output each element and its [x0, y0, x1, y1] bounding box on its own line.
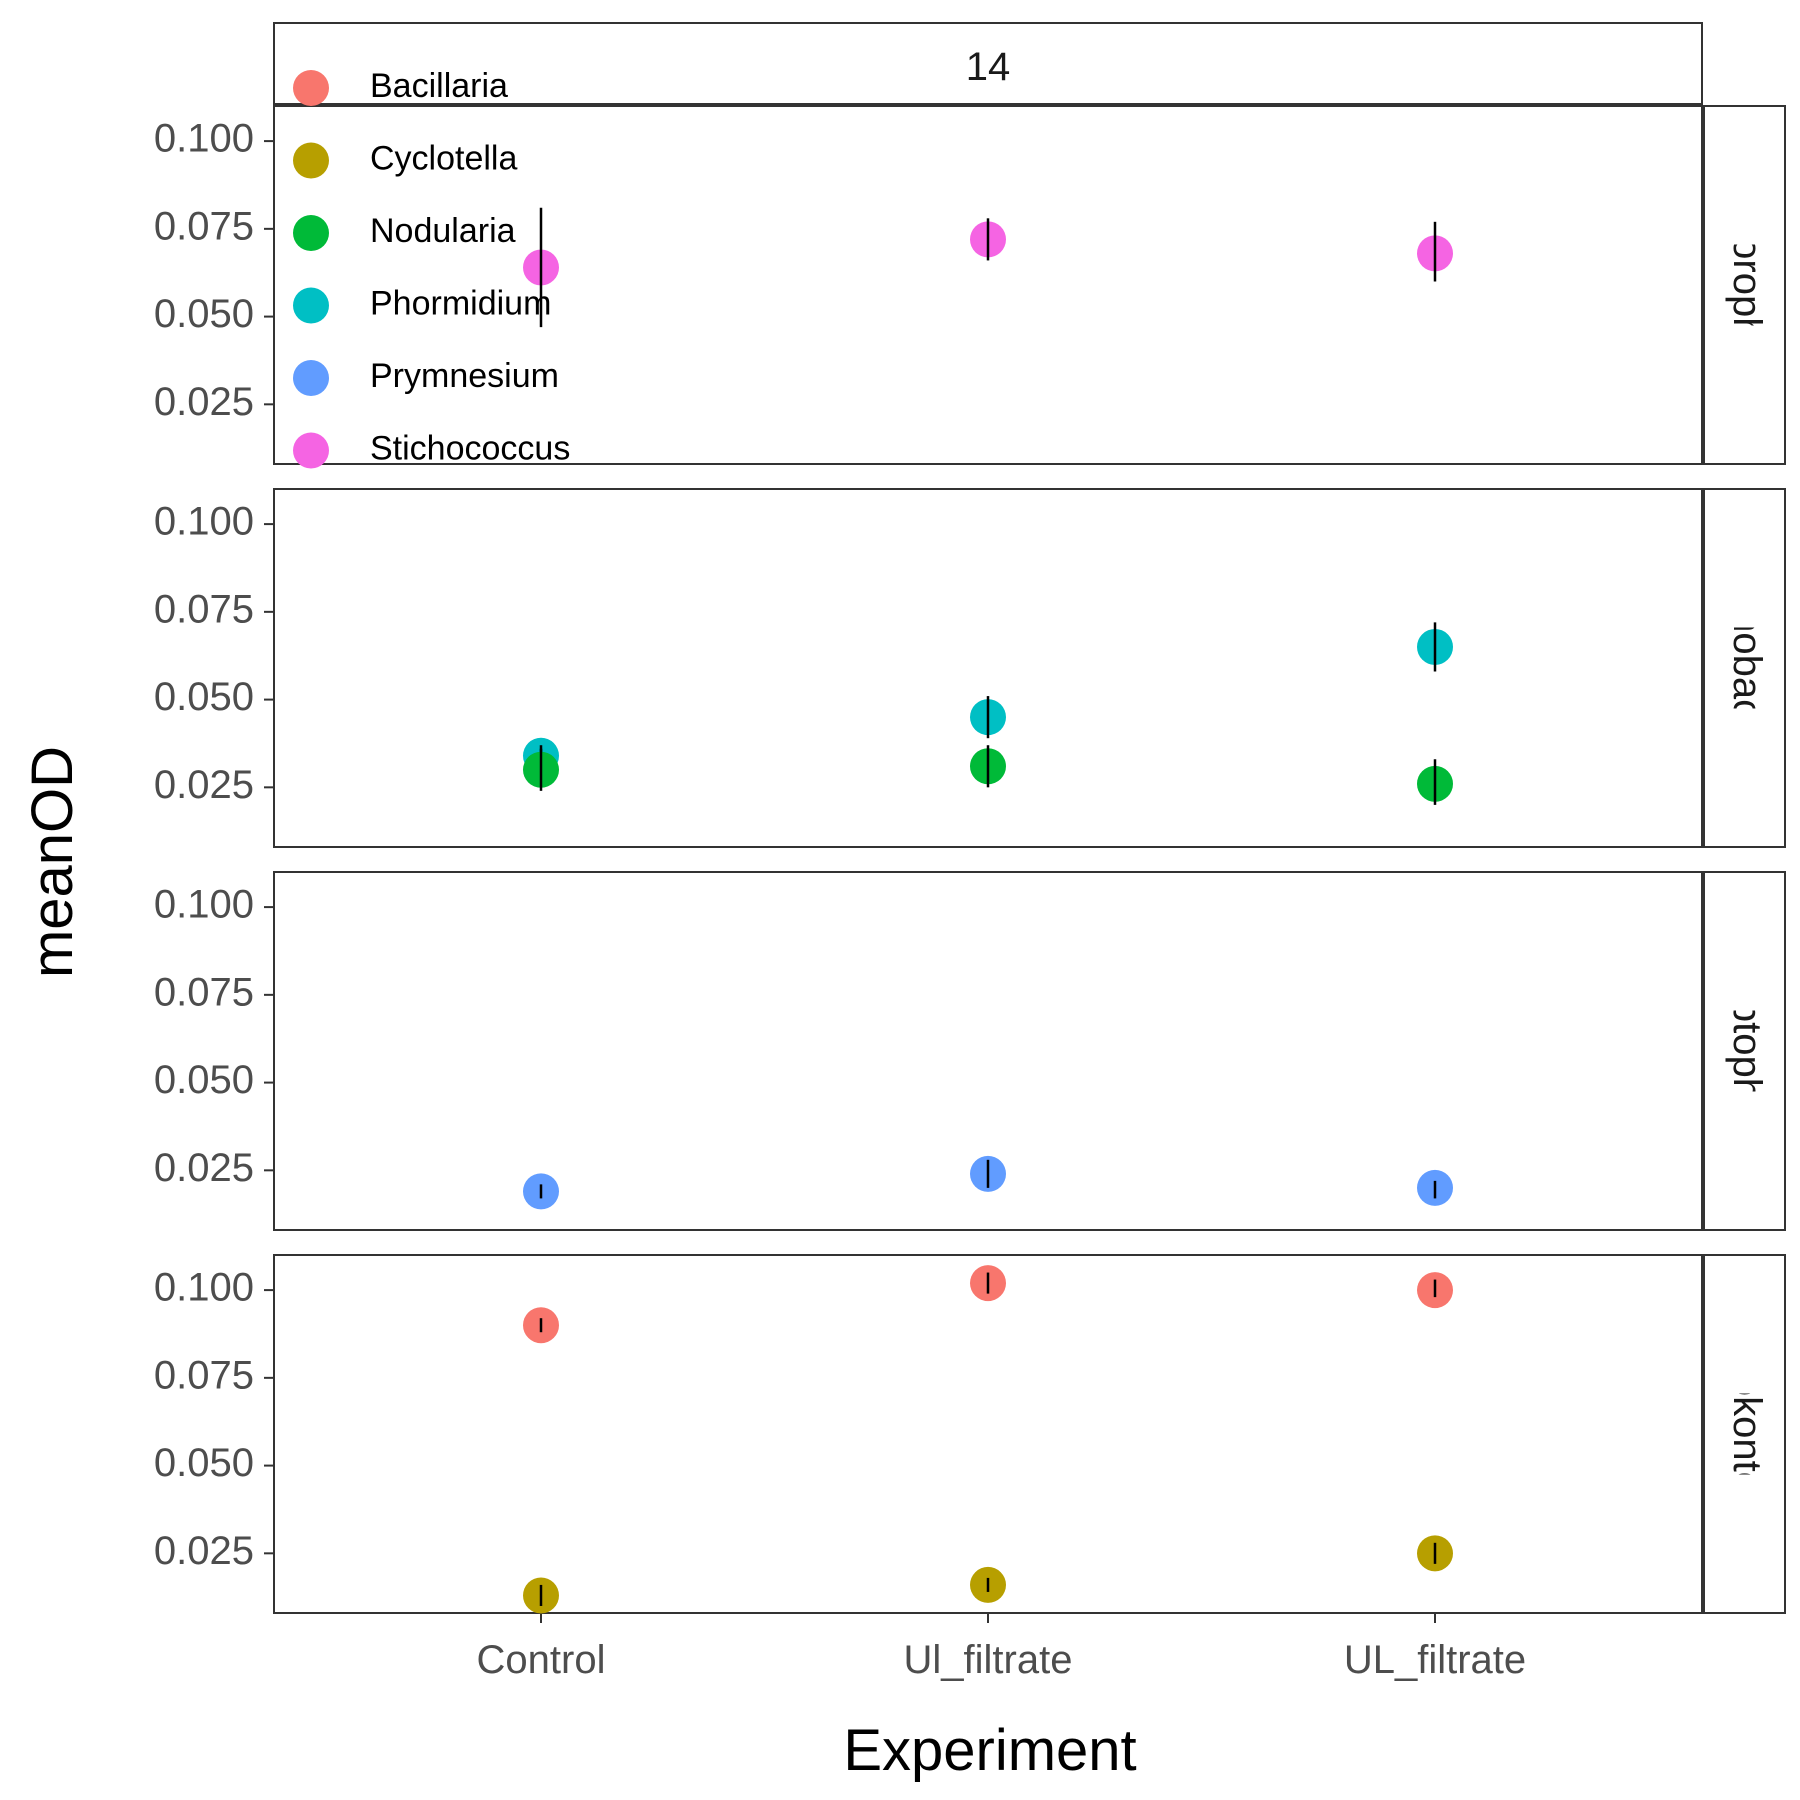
- legend-key-nodularia: [293, 215, 329, 251]
- facet-strip-right: [1703, 105, 1786, 465]
- panel-chlorophyta: Chlorophyta 0.025 0.050 0.075 0.100: [154, 105, 1786, 465]
- facet-strip-label: Haptophyta: [1725, 949, 1769, 1154]
- x-tick-label: Control: [477, 1638, 606, 1682]
- y-tick-label: 0.025: [154, 763, 254, 807]
- facet-strip-label: Cyanobacteria: [1725, 539, 1769, 798]
- facet-strip-label: Chlorophyta: [1725, 177, 1769, 393]
- x-tick-label: UL_filtrate: [1344, 1638, 1526, 1682]
- y-tick-label: 0.050: [154, 675, 254, 719]
- legend-label: Stichococcus: [370, 429, 570, 467]
- legend-label: Phormidium: [370, 284, 551, 322]
- panel-border: [273, 488, 1703, 848]
- x-tick-label: Ul_filtrate: [904, 1638, 1073, 1682]
- legend: Bacillaria Cyclotella Nodularia Phormidium P…: [293, 67, 570, 469]
- y-tick-label: 0.075: [154, 587, 254, 631]
- legend-key-stichococcus: [293, 432, 329, 469]
- y-tick-label: 0.100: [154, 117, 254, 161]
- panel-heterokontophyta: Heterokontophyta 0.025 0.050 0.075 0.100 Cont…: [154, 1254, 1786, 1682]
- y-tick-label: 0.050: [154, 1441, 254, 1485]
- panels-layer: 14Chlorophyta0.0250.0500.0750.100Cyanoba…: [154, 22, 1786, 1682]
- x-axis-title: Experiment: [843, 1718, 1136, 1783]
- legend-key-bacillaria: [293, 70, 329, 106]
- y-tick-label: 0.050: [154, 292, 254, 336]
- y-tick-label: 0.075: [154, 204, 254, 248]
- y-tick-label: 0.025: [154, 1146, 254, 1190]
- panel-haptophyta: Haptophyta 0.025 0.050 0.075 0.100: [154, 871, 1786, 1231]
- facet-strip-top-label: 14: [966, 45, 1011, 89]
- legend-label: Nodularia: [370, 212, 516, 250]
- legend-key-phormidium: [293, 287, 329, 324]
- panel-border: [273, 105, 1703, 465]
- facet-strip-label: Heterokontophyta: [1725, 1276, 1769, 1593]
- y-tick-label: 0.100: [154, 883, 254, 927]
- y-axis-title: meanOD: [20, 746, 85, 978]
- y-tick-label: 0.025: [154, 1529, 254, 1573]
- y-tick-label: 0.025: [154, 380, 254, 424]
- facet-strip-right: [1703, 488, 1786, 848]
- panel-cyanobacteria: Cyanobacteria 0.025 0.050 0.075 0.100: [154, 488, 1786, 848]
- legend-label: Prymnesium: [370, 357, 559, 395]
- facet-strip-right: [1703, 1254, 1786, 1614]
- y-tick-label: 0.075: [154, 1353, 254, 1397]
- y-tick-label: 0.100: [154, 500, 254, 544]
- y-tick-label: 0.075: [154, 970, 254, 1014]
- legend-label: Bacillaria: [370, 67, 508, 105]
- panel-border: [273, 1254, 1703, 1614]
- y-tick-label: 0.100: [154, 1266, 254, 1310]
- legend-label: Cyclotella: [370, 139, 517, 177]
- legend-key-prymnesium: [293, 360, 329, 396]
- facet-strip-top: [273, 22, 1703, 105]
- legend-key-cyclotella: [293, 142, 329, 179]
- y-tick-label: 0.050: [154, 1058, 254, 1102]
- facet-strip-right: [1703, 871, 1786, 1231]
